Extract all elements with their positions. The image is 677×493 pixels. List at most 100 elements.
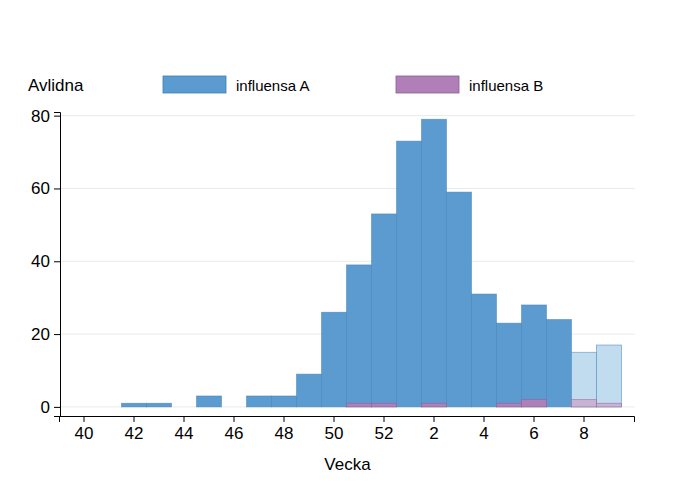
bar [397, 406, 422, 407]
x-tick: 4 [479, 416, 488, 443]
legend-item: influensa B [396, 76, 543, 94]
bar [397, 141, 422, 407]
x-axis-line [60, 417, 635, 423]
bar [222, 406, 247, 407]
legend-swatch [396, 76, 459, 93]
x-axis: 404244464850522468 [60, 416, 635, 443]
bar [472, 294, 497, 407]
legend-label: influensa B [469, 77, 543, 94]
y-tick-mark [54, 261, 60, 262]
bar [247, 396, 272, 407]
x-tick-mark [284, 416, 285, 422]
x-tick-label: 50 [325, 424, 344, 443]
x-tick: 50 [325, 416, 344, 443]
legend-item: influensa A [163, 76, 309, 94]
bar [122, 403, 147, 407]
y-axis-line [54, 113, 61, 417]
bar [247, 406, 272, 407]
grid-line [60, 188, 635, 189]
x-tick: 8 [579, 416, 588, 443]
x-tick-label: 2 [429, 424, 438, 443]
x-tick-label: 46 [225, 424, 244, 443]
bar [347, 265, 372, 407]
bar [497, 403, 522, 407]
bar [297, 406, 322, 407]
x-tick-mark [584, 416, 585, 422]
bar [197, 406, 222, 407]
bar [297, 374, 322, 407]
y-tick: 20 [31, 325, 60, 344]
grid [60, 116, 635, 407]
x-tick-mark [384, 416, 385, 422]
x-tick: 48 [275, 416, 294, 443]
series-bars [347, 400, 622, 407]
bar [72, 406, 97, 407]
bar [147, 403, 172, 407]
x-tick: 40 [75, 416, 94, 443]
legend: influensa A influensa B [163, 76, 543, 94]
x-tick-label: 42 [125, 424, 144, 443]
bar [597, 403, 622, 407]
bar [422, 403, 447, 407]
y-tick-label: 20 [31, 325, 50, 344]
chart: 020406080404244464850522468AvlidnaVeckai… [0, 0, 677, 493]
bar [97, 406, 122, 407]
bar [147, 406, 172, 407]
bar [222, 406, 247, 407]
x-tick: 52 [375, 416, 394, 443]
x-tick: 6 [529, 416, 538, 443]
bar [572, 400, 597, 407]
y-tick: 0 [41, 398, 60, 417]
x-tick-label: 52 [375, 424, 394, 443]
bar [122, 406, 147, 407]
x-tick: 2 [429, 416, 438, 443]
grid-line [60, 115, 635, 116]
bar [72, 406, 97, 407]
bar [322, 406, 347, 407]
y-tick-mark [54, 188, 60, 189]
bar [97, 406, 122, 407]
y-tick-label: 80 [31, 107, 50, 126]
bar [372, 214, 397, 407]
y-tick: 40 [31, 252, 60, 271]
x-tick: 42 [125, 416, 144, 443]
bar [372, 403, 397, 407]
bar [422, 119, 447, 407]
y-tick-label: 0 [41, 398, 50, 417]
series-bars [122, 119, 622, 407]
legend-swatch [163, 76, 226, 93]
bar [447, 192, 472, 407]
x-tick-label: 44 [175, 424, 194, 443]
bar [497, 323, 522, 407]
bar [472, 406, 497, 407]
bar [447, 406, 472, 407]
x-tick-mark [134, 416, 135, 422]
bars [122, 119, 622, 407]
y-tick-mark [54, 334, 60, 335]
bar [272, 396, 297, 407]
legend-label: influensa A [236, 77, 309, 94]
y-axis-title: Avlidna [28, 76, 84, 95]
x-tick-label: 40 [75, 424, 94, 443]
y-tick: 80 [31, 107, 60, 126]
y-tick-mark [54, 407, 60, 408]
bar [597, 345, 622, 407]
bar [172, 406, 197, 407]
x-tick-mark [484, 416, 485, 422]
x-tick-mark [534, 416, 535, 422]
y-tick-label: 40 [31, 252, 50, 271]
x-tick: 46 [225, 416, 244, 443]
x-tick-label: 48 [275, 424, 294, 443]
bar [572, 352, 597, 407]
x-tick-label: 6 [529, 424, 538, 443]
y-tick-mark [54, 116, 60, 117]
x-tick-mark [434, 416, 435, 422]
x-tick-mark [184, 416, 185, 422]
x-tick-mark [234, 416, 235, 422]
x-axis-title: Vecka [324, 455, 371, 474]
y-tick-label: 60 [31, 179, 50, 198]
bar [547, 320, 572, 407]
x-tick-label: 4 [479, 424, 488, 443]
bar [522, 305, 547, 407]
y-axis: 0 20 40 60 80 [31, 107, 60, 417]
